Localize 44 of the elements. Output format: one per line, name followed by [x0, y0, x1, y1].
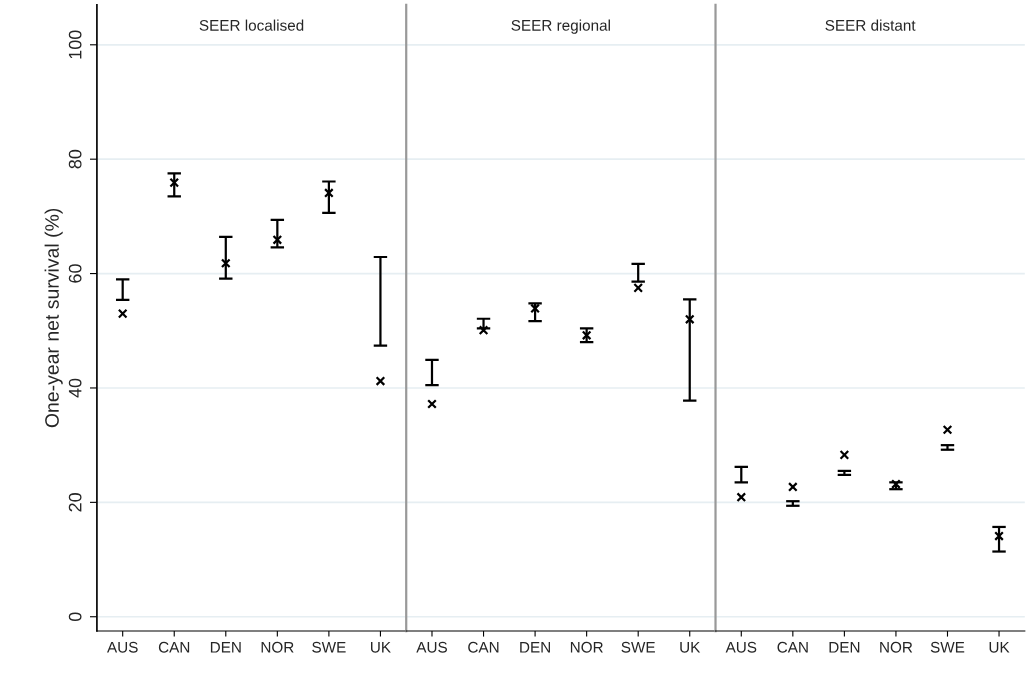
y-axis-title: One-year net survival (%): [44, 208, 63, 428]
x-tick-label: AUS: [416, 641, 447, 653]
point: [272, 234, 283, 245]
x-tick-label: UK: [680, 642, 701, 653]
point: [942, 424, 953, 435]
x-tick-label: DEN: [520, 642, 550, 653]
point: [478, 325, 489, 336]
x-tick-label: AUS: [107, 641, 138, 653]
point: [787, 482, 798, 492]
x-tick-label: SWE: [621, 641, 655, 653]
x-tick-label: DEN: [829, 642, 860, 653]
x-tick-label: NOR: [880, 641, 913, 653]
point: [323, 188, 334, 198]
x-tick-label: CAN: [158, 641, 190, 653]
x-tick-label: DEN: [210, 642, 241, 653]
point: [117, 308, 128, 319]
y-tick-label: 60: [68, 264, 82, 283]
x-tick-label: UK: [989, 642, 1010, 653]
x-tick-label: SWE: [312, 641, 346, 653]
x-tick-label: SWE: [930, 641, 965, 653]
y-tick-label: 40: [68, 378, 82, 398]
point: [839, 449, 850, 460]
x-tick-label: CAN: [777, 641, 808, 653]
point: [736, 492, 747, 503]
y-tick-label: 100: [68, 30, 82, 59]
y-tick-label: 80: [68, 149, 82, 169]
y-tick-label: 20: [68, 493, 82, 512]
y-tick-label: 0: [68, 612, 82, 622]
text: SEER localised: [199, 19, 304, 31]
point: [169, 177, 180, 188]
point: [220, 258, 231, 269]
x-tick-label: AUS: [725, 641, 757, 653]
x-tick-label: CAN: [468, 641, 499, 653]
point: [375, 376, 386, 387]
text: SEER distant: [825, 19, 916, 31]
point: [633, 282, 644, 293]
x-tick-label: NOR: [570, 641, 603, 653]
point: [684, 314, 695, 325]
point: [994, 531, 1004, 542]
text: SEER regional: [511, 19, 610, 34]
x-tick-label: UK: [371, 642, 391, 653]
point: [530, 303, 540, 314]
point: [427, 399, 437, 409]
x-tick-label: NOR: [261, 641, 294, 653]
